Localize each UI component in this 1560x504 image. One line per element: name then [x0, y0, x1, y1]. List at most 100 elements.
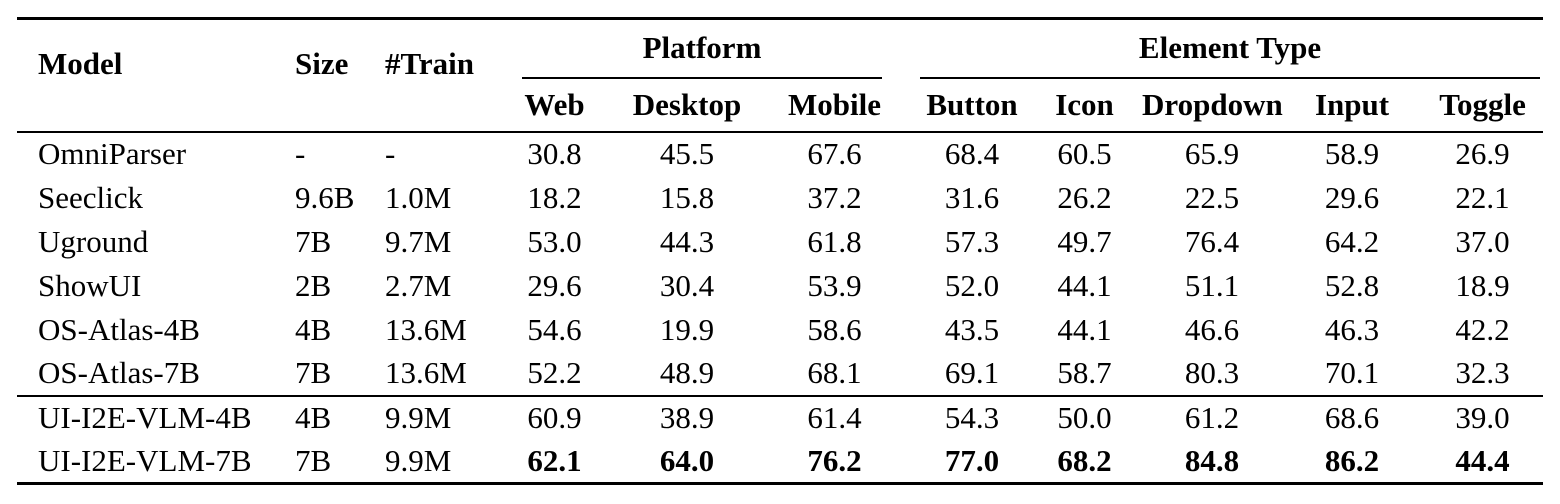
score-cell: 68.2	[1057, 442, 1112, 478]
table-row: OmniParser - - 30.8 45.5 67.6 68.4 60.5 65.9 58.9…	[17, 132, 1543, 176]
score-cell: 30.8	[527, 136, 582, 171]
col-header-train: #Train	[385, 46, 474, 82]
score-cell: 31.6	[944, 179, 1000, 215]
score-cell: 26.2	[1057, 179, 1112, 215]
model-name-cell: OmniParser	[38, 136, 187, 171]
score-cell: 60.5	[1057, 136, 1112, 171]
score-cell: 64.0	[659, 442, 715, 478]
col-header-size: Size	[295, 46, 349, 82]
table-body-baselines: OmniParser - - 30.8 45.5 67.6 68.4 60.5 65.9 58.9…	[17, 132, 1543, 396]
score-cell: 61.4	[807, 400, 862, 435]
meta-cell: -	[295, 136, 306, 171]
table-header: Model Size #Train Platform Element Type …	[17, 19, 1544, 132]
score-cell: 68.4	[944, 136, 1000, 171]
model-name-cell: ShowUI	[38, 267, 142, 303]
meta-cell: -	[385, 136, 396, 171]
score-cell: 52.0	[944, 267, 1000, 303]
table-body-ours: UI-I2E-VLM-4B 4B 9.9M 60.9 38.9 61.4 54.3 50.0 6…	[17, 395, 1544, 484]
score-cell: 44.1	[1057, 311, 1112, 347]
table-row: ShowUI 2B 2.7M 29.6 30.4 53.9 52.0 44.1 51.1 52.8…	[17, 264, 1543, 308]
score-cell: 39.0	[1455, 400, 1510, 435]
meta-cell: 9.9M	[385, 442, 452, 478]
meta-cell: 7B	[295, 223, 332, 259]
score-cell: 15.8	[659, 179, 715, 215]
benchmark-results-table: Model Size #Train Platform Element Type …	[17, 17, 1544, 485]
score-cell: 32.3	[1455, 355, 1510, 390]
group-header-row: Model Size #Train Platform Element Type	[17, 19, 1543, 81]
score-cell: 46.3	[1324, 311, 1380, 347]
results-table-container: Model Size #Train Platform Element Type …	[17, 17, 1544, 485]
score-cell: 58.7	[1057, 355, 1112, 390]
score-cell: 65.9	[1184, 136, 1240, 171]
meta-cell: 7B	[295, 355, 332, 390]
score-cell: 60.9	[527, 400, 582, 435]
group-header-platform: Platform	[487, 19, 917, 79]
score-cell: 52.8	[1324, 267, 1380, 303]
score-cell: 18.9	[1455, 267, 1510, 303]
col-header-desktop: Desktop	[632, 86, 742, 122]
meta-cell: 9.9M	[385, 400, 452, 435]
meta-cell: 13.6M	[385, 311, 467, 347]
score-cell: 68.1	[807, 355, 862, 390]
score-cell: 50.0	[1057, 400, 1112, 435]
score-cell: 54.3	[944, 400, 1000, 435]
score-cell: 18.2	[527, 179, 582, 215]
group-label-element-type: Element Type	[1138, 30, 1322, 66]
model-name-cell: Uground	[38, 223, 149, 259]
col-header-icon: Icon	[1055, 86, 1114, 122]
score-cell: 58.9	[1324, 136, 1380, 171]
score-cell: 26.9	[1455, 136, 1510, 171]
score-cell: 38.9	[659, 400, 715, 435]
meta-cell: 1.0M	[385, 179, 452, 215]
score-cell: 37.2	[807, 179, 862, 215]
col-header-model: Model	[38, 46, 123, 82]
meta-cell: 9.7M	[385, 223, 452, 259]
col-header-dropdown: Dropdown	[1142, 86, 1283, 122]
sub-header-row: Web Desktop Mobile Button Icon Dropdown …	[17, 79, 1543, 132]
score-cell: 69.1	[944, 355, 1000, 390]
platform-group-underline: Platform	[522, 20, 883, 79]
model-name-cell: Seeclick	[38, 179, 144, 215]
col-header-input: Input	[1314, 86, 1390, 122]
score-cell: 84.8	[1184, 442, 1240, 478]
score-cell: 44.3	[659, 223, 715, 259]
score-cell: 29.6	[1324, 179, 1380, 215]
score-cell: 77.0	[944, 442, 1000, 478]
col-header-web: Web	[524, 86, 585, 122]
score-cell: 44.1	[1057, 267, 1112, 303]
col-header-toggle: Toggle	[1439, 86, 1526, 122]
score-cell: 42.2	[1455, 311, 1510, 347]
score-cell: 22.5	[1184, 179, 1240, 215]
score-cell: 80.3	[1184, 355, 1240, 390]
table-row: UI-I2E-VLM-4B 4B 9.9M 60.9 38.9 61.4 54.3 50.0 6…	[17, 396, 1543, 440]
score-cell: 44.4	[1455, 442, 1510, 478]
score-cell: 45.5	[659, 136, 715, 171]
score-cell: 46.6	[1184, 311, 1240, 347]
score-cell: 51.1	[1184, 267, 1240, 303]
score-cell: 86.2	[1324, 442, 1380, 478]
score-cell: 43.5	[944, 311, 1000, 347]
score-cell: 53.0	[527, 223, 582, 259]
score-cell: 54.6	[527, 311, 582, 347]
col-header-mobile: Mobile	[788, 86, 881, 122]
score-cell: 22.1	[1455, 179, 1510, 215]
model-name-cell: UI-I2E-VLM-4B	[38, 400, 252, 435]
model-name-cell: OS-Atlas-4B	[38, 311, 200, 347]
score-cell: 37.0	[1455, 223, 1510, 259]
meta-cell: 4B	[295, 400, 332, 435]
score-cell: 76.4	[1184, 223, 1240, 259]
col-header-button: Button	[926, 86, 1018, 122]
score-cell: 49.7	[1057, 223, 1112, 259]
meta-cell: 2B	[295, 267, 332, 303]
score-cell: 52.2	[527, 355, 582, 390]
meta-cell: 9.6B	[295, 179, 355, 215]
score-cell: 61.2	[1184, 400, 1240, 435]
score-cell: 76.2	[807, 442, 862, 478]
group-label-platform: Platform	[642, 30, 762, 66]
score-cell: 30.4	[659, 267, 715, 303]
model-name-cell: UI-I2E-VLM-7B	[38, 442, 252, 478]
table-row: Uground 7B 9.7M 53.0 44.3 61.8 57.3 49.7 76.4 64.…	[17, 220, 1543, 264]
table-row: OS-Atlas-7B 7B 13.6M 52.2 48.9 68.1 69.1 58.7 80…	[17, 352, 1543, 396]
table-row: Seeclick 9.6B 1.0M 18.2 15.8 37.2 31.6 26.2 22.5…	[17, 176, 1543, 220]
table-row: OS-Atlas-4B 4B 13.6M 54.6 19.9 58.6 43.5 44.1 46…	[17, 308, 1543, 352]
